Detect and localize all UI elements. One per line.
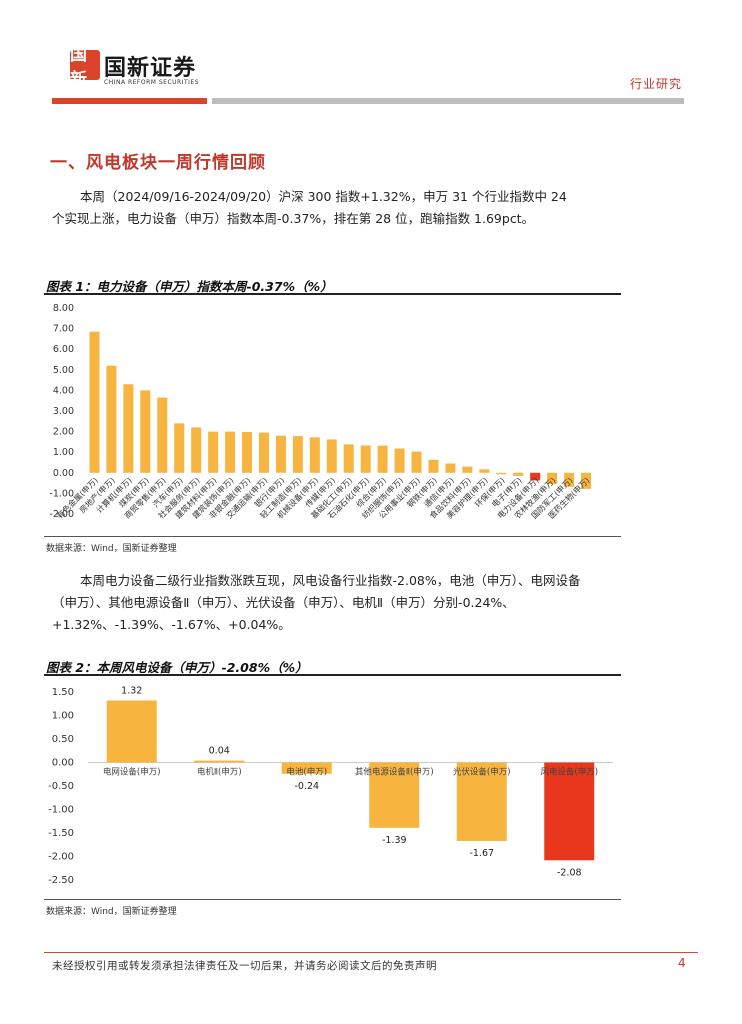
data-label: -1.39 xyxy=(382,835,407,846)
y-tick-label: 2.00 xyxy=(53,427,74,438)
y-tick-label: 5.00 xyxy=(53,365,74,376)
y-tick-label: 4.00 xyxy=(53,385,74,396)
bar xyxy=(377,445,388,473)
paragraph-text: 本周电力设备二级行业指数涨跌互现，风电设备行业指数-2.08%，电池（申万）、电… xyxy=(52,573,581,632)
bar xyxy=(479,469,490,473)
header-accent-bar xyxy=(52,98,207,104)
bar xyxy=(106,700,157,763)
bar xyxy=(194,760,245,763)
bar xyxy=(411,451,422,473)
y-tick-label: -2.00 xyxy=(49,509,74,520)
bar xyxy=(225,431,236,473)
page-number: 4 xyxy=(678,956,686,970)
x-tick-label: 电机Ⅱ(申万) xyxy=(197,767,242,778)
footer-rule xyxy=(44,952,698,953)
y-tick-label: 6.00 xyxy=(53,344,74,355)
report-type: 行业研究 xyxy=(630,77,683,91)
bar xyxy=(547,472,558,485)
figure-2-bottom-rule xyxy=(44,899,621,900)
logo-name: 国新证券 xyxy=(104,56,197,81)
y-tick-label: 0.00 xyxy=(53,468,74,479)
y-tick-label: -2.50 xyxy=(48,875,74,886)
y-tick-label: 0.00 xyxy=(52,758,74,769)
bar xyxy=(456,762,507,841)
figure-2-top-rule xyxy=(44,674,621,676)
bar xyxy=(428,459,439,473)
x-tick-label: 风电设备(申万) xyxy=(540,767,598,778)
y-tick-label: 8.00 xyxy=(53,303,74,314)
bar xyxy=(581,472,592,489)
data-label: -1.67 xyxy=(469,848,494,859)
bar xyxy=(445,463,456,473)
bar xyxy=(191,427,202,473)
y-tick-label: -1.00 xyxy=(48,805,74,816)
bar xyxy=(281,762,332,774)
chart-1-industry-weekly: 8.00 7.00 6.00 5.00 4.00 3.00 2.00 1.00 0.00 -1.0… xyxy=(49,303,592,521)
bar xyxy=(106,365,117,473)
bar xyxy=(369,762,420,828)
bar xyxy=(309,437,320,473)
x-tick-label: 电网设备(申万) xyxy=(103,767,161,778)
bar xyxy=(258,432,269,473)
bar xyxy=(275,435,286,473)
paragraph-weekly-review: 本周（2024/09/16-2024/09/20）沪深 300 指数+1.32%… xyxy=(52,186,582,230)
y-tick-label: -1.00 xyxy=(49,488,74,499)
bar xyxy=(530,472,541,481)
y-tick-label: -1.50 xyxy=(48,828,74,839)
data-label: -2.08 xyxy=(557,867,582,878)
figure-2-source: 数据来源：Wind，国新证券整理 xyxy=(46,907,177,917)
y-tick-label: 3.00 xyxy=(53,406,74,417)
bar xyxy=(292,436,303,473)
bar xyxy=(123,384,134,473)
y-tick-label: -2.00 xyxy=(48,852,74,863)
header-divider-bar xyxy=(212,98,684,104)
bar xyxy=(394,448,405,473)
figure-2-title: 图表 2：本周风电设备（申万）-2.08%（%） xyxy=(46,660,308,675)
data-label: 1.32 xyxy=(121,685,142,696)
bar xyxy=(343,444,354,473)
figure-1-title: 图表 1：电力设备（申万）指数本周-0.37%（%） xyxy=(46,279,333,294)
bar xyxy=(360,445,371,473)
y-tick-label: 1.00 xyxy=(52,711,74,722)
x-tick-label: 其他电源设备Ⅱ(申万) xyxy=(355,767,434,778)
bar xyxy=(564,472,575,487)
bar xyxy=(140,390,151,473)
paragraph-subsector-review: 本周电力设备二级行业指数涨跌互现，风电设备行业指数-2.08%，电池（申万）、电… xyxy=(52,570,582,636)
bar xyxy=(174,423,185,473)
chart-2-power-equipment-subsectors: 1.50 1.00 0.50 0.00 -0.50 -1.00 -1.50 -2.00 -2.5… xyxy=(48,685,613,886)
logo-english: CHINA REFORM SECURITIES xyxy=(104,79,200,86)
x-tick-label: 电池(申万) xyxy=(286,767,327,778)
data-label: 0.04 xyxy=(209,746,230,757)
bar xyxy=(496,472,507,475)
figure-1-bottom-rule xyxy=(44,536,621,537)
y-tick-label: 7.00 xyxy=(53,324,74,335)
bar xyxy=(242,432,253,473)
data-label: -0.24 xyxy=(294,781,319,792)
footer-disclaimer: 未经授权引用或转发须承担法律责任及一切后果，并请务必阅读文后的免责声明 xyxy=(52,960,437,972)
figure-1-source: 数据来源：Wind，国新证券整理 xyxy=(46,544,177,554)
bar xyxy=(544,762,595,861)
y-tick-label: 1.00 xyxy=(53,447,74,458)
section-title: 一、风电板块一周行情回顾 xyxy=(50,153,266,173)
x-tick-label: 光伏设备(申万) xyxy=(453,767,511,778)
y-tick-label: 0.50 xyxy=(52,734,74,745)
bar xyxy=(462,466,473,473)
paragraph-text: 本周（2024/09/16-2024/09/20）沪深 300 指数+1.32%… xyxy=(52,189,567,226)
bar xyxy=(157,397,168,473)
y-tick-label: -0.50 xyxy=(48,781,74,792)
y-tick-label: 1.50 xyxy=(52,687,74,698)
figure-1-top-rule xyxy=(44,293,621,295)
bar xyxy=(208,431,219,473)
bar xyxy=(513,472,524,476)
bar xyxy=(89,331,100,473)
bar xyxy=(326,439,337,473)
logo-mark: 国新 xyxy=(70,45,100,90)
